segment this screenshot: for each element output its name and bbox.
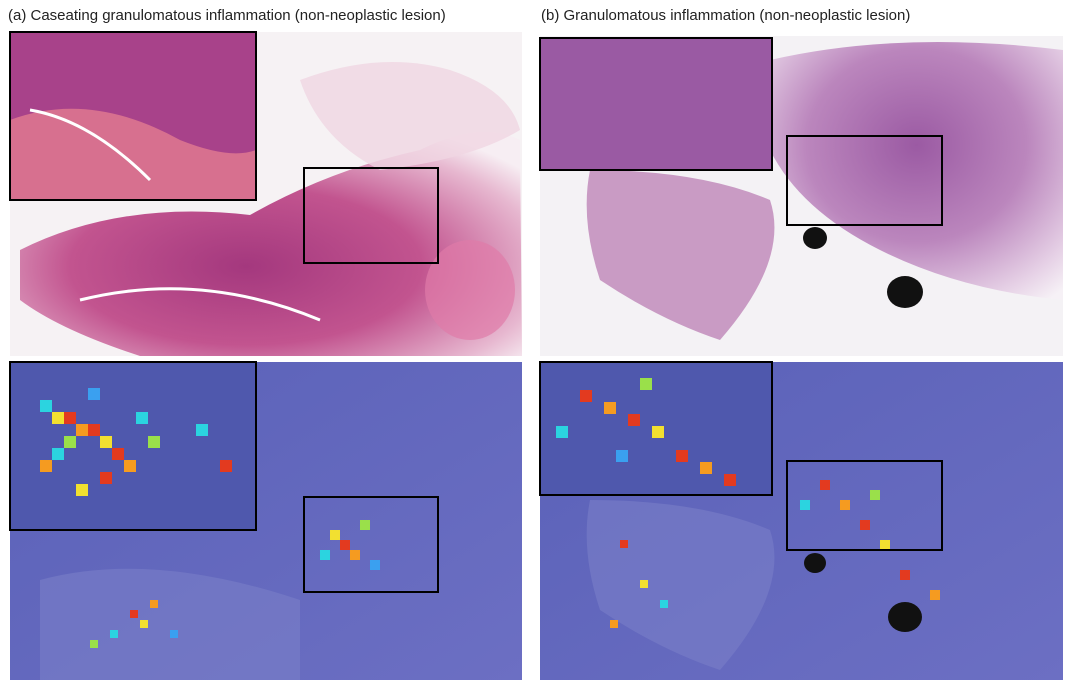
image-shape — [52, 448, 64, 460]
image-shape — [700, 462, 712, 474]
image-shape — [880, 540, 890, 550]
image-shape — [220, 460, 232, 472]
image-shape — [840, 500, 850, 510]
image-shape — [628, 414, 640, 426]
image-shape — [88, 424, 100, 436]
image-shape — [76, 424, 88, 436]
image-shape — [40, 460, 52, 472]
image-shape — [724, 474, 736, 486]
image-shape — [620, 540, 628, 548]
image-shape — [88, 388, 100, 400]
image-shape — [100, 436, 112, 448]
heatmap-a — [10, 362, 522, 680]
image-shape — [640, 580, 648, 588]
image-shape — [170, 630, 178, 638]
image-shape — [112, 448, 124, 460]
image-shape — [870, 490, 880, 500]
heatmap-b — [540, 362, 1063, 680]
image-shape — [652, 426, 664, 438]
image-shape — [330, 530, 340, 540]
image-shape — [930, 590, 940, 600]
image-shape — [803, 227, 827, 249]
image-shape — [820, 480, 830, 490]
image-shape — [800, 500, 810, 510]
figure-images — [0, 0, 1068, 684]
image-shape — [64, 436, 76, 448]
image-shape — [610, 620, 618, 628]
image-shape — [64, 412, 76, 424]
image-shape — [580, 390, 592, 402]
image-shape — [110, 630, 118, 638]
image-shape — [124, 460, 136, 472]
image-shape — [900, 570, 910, 580]
image-shape — [52, 412, 64, 424]
image-shape — [616, 450, 628, 462]
image-shape — [76, 484, 88, 496]
image-shape — [148, 436, 160, 448]
figure: (a) Caseating granulomatous inflammation… — [0, 0, 1068, 684]
image-shape — [150, 600, 158, 608]
image-shape — [370, 560, 380, 570]
image-shape — [136, 412, 148, 424]
image-shape — [660, 600, 668, 608]
image-shape — [676, 450, 688, 462]
image-shape — [90, 640, 98, 648]
image-shape — [340, 540, 350, 550]
he-image-b — [540, 36, 1063, 356]
image-shape — [804, 553, 826, 573]
image-shape — [10, 362, 256, 530]
image-shape — [360, 520, 370, 530]
image-shape — [350, 550, 360, 560]
image-shape — [887, 276, 923, 308]
image-shape — [40, 400, 52, 412]
image-shape — [888, 602, 922, 632]
image-shape — [540, 38, 772, 170]
image-shape — [860, 520, 870, 530]
image-shape — [100, 472, 112, 484]
image-shape — [196, 424, 208, 436]
image-shape — [130, 610, 138, 618]
image-shape — [640, 378, 652, 390]
he-image-a — [10, 32, 522, 356]
image-shape — [556, 426, 568, 438]
image-shape — [320, 550, 330, 560]
image-shape — [604, 402, 616, 414]
image-shape — [140, 620, 148, 628]
